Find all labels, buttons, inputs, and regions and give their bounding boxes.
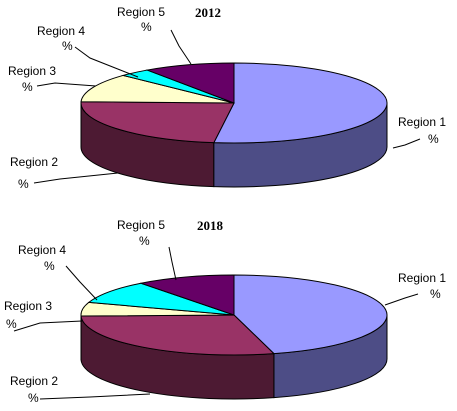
slice-value-region-2-2012: % bbox=[18, 177, 29, 191]
leader-region-2-2012 bbox=[33, 172, 119, 184]
slice-value-region-3-2018: % bbox=[6, 317, 17, 331]
slice-value-region-3-2012: % bbox=[22, 80, 33, 94]
slice-region-2-2012 bbox=[80, 101, 235, 144]
slice-value-region-5-2018: % bbox=[139, 234, 150, 248]
slice-value-region-4-2012: % bbox=[62, 39, 73, 53]
leader-region-1-2012 bbox=[392, 138, 421, 149]
leader-region-2-2018 bbox=[39, 393, 151, 400]
slice-label-region-1-2012: Region 1 bbox=[398, 115, 446, 129]
chart-title-2012: 2012 bbox=[195, 5, 221, 20]
slice-label-region-4-2012: Region 4 bbox=[37, 24, 85, 38]
slice-region-4-2018 bbox=[87, 282, 235, 316]
leader-region-5-2018 bbox=[168, 246, 177, 281]
slice-region-5-2018 bbox=[139, 274, 235, 316]
slice-label-region-3-2018: Region 3 bbox=[4, 299, 52, 313]
slice-label-region-5-2012: Region 5 bbox=[117, 5, 165, 19]
slice-value-region-2-2018: % bbox=[28, 391, 39, 405]
slice-region-3-2012 bbox=[80, 74, 235, 104]
slice-value-region-1-2012: % bbox=[428, 132, 439, 146]
slice-value-region-5-2012: % bbox=[141, 20, 152, 34]
slice-label-region-2-2012: Region 2 bbox=[10, 155, 58, 169]
slice-label-region-1-2018: Region 1 bbox=[398, 271, 446, 285]
leader-region-4-2018 bbox=[65, 265, 98, 301]
leader-region-1-2018 bbox=[384, 293, 419, 306]
pie-chart-2012 bbox=[80, 62, 388, 188]
leader-region-3-2018 bbox=[13, 320, 83, 332]
slice-label-region-5-2018: Region 5 bbox=[117, 218, 165, 232]
slice-value-region-1-2018: % bbox=[430, 287, 441, 301]
slice-value-region-4-2018: % bbox=[44, 259, 55, 273]
slice-region-1-2012 bbox=[213, 62, 388, 144]
slice-label-region-4-2018: Region 4 bbox=[18, 243, 66, 257]
slice-label-region-3-2012: Region 3 bbox=[8, 64, 56, 78]
leader-region-5-2012 bbox=[170, 29, 192, 65]
slice-region-1-2018 bbox=[233, 274, 388, 355]
leader-region-3-2012 bbox=[36, 82, 97, 87]
chart-title-2018: 2018 bbox=[197, 218, 224, 233]
slice-region-2-2018 bbox=[80, 314, 276, 356]
slice-region-5-2012 bbox=[145, 62, 235, 104]
leader-region-4-2012 bbox=[74, 46, 139, 78]
pie-chart-2018 bbox=[80, 274, 388, 400]
slice-label-region-2-2018: Region 2 bbox=[10, 374, 58, 388]
